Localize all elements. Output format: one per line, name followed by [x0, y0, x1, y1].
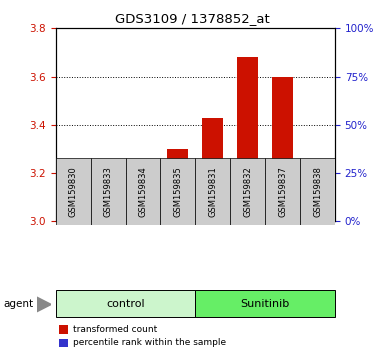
Bar: [98, 205, 119, 208]
Bar: [272, 76, 293, 221]
Bar: [126, 158, 161, 225]
Bar: [237, 57, 258, 221]
Text: GSM159837: GSM159837: [278, 166, 287, 217]
Bar: [272, 193, 293, 196]
Bar: [91, 158, 126, 225]
Bar: [203, 118, 223, 221]
Bar: [195, 290, 335, 317]
Bar: [161, 158, 195, 225]
Bar: [195, 158, 230, 225]
Bar: [203, 198, 223, 201]
Text: control: control: [106, 298, 145, 309]
Bar: [63, 206, 84, 209]
Bar: [132, 200, 154, 203]
Bar: [98, 161, 119, 221]
Text: GSM159831: GSM159831: [208, 166, 218, 217]
Text: percentile rank within the sample: percentile rank within the sample: [72, 338, 226, 348]
Bar: [56, 290, 195, 317]
Text: GSM159835: GSM159835: [173, 166, 182, 217]
Bar: [237, 178, 258, 182]
Bar: [63, 204, 84, 221]
Bar: [59, 339, 69, 347]
Text: agent: agent: [4, 298, 34, 309]
Text: GSM159834: GSM159834: [139, 166, 147, 217]
Text: GDS3109 / 1378852_at: GDS3109 / 1378852_at: [115, 12, 270, 25]
Text: GSM159830: GSM159830: [69, 166, 78, 217]
Bar: [132, 161, 154, 221]
Bar: [265, 158, 300, 225]
Polygon shape: [37, 297, 51, 312]
Bar: [56, 158, 91, 225]
Bar: [167, 205, 188, 208]
Bar: [230, 158, 265, 225]
Text: GSM159832: GSM159832: [243, 166, 252, 217]
Bar: [307, 204, 328, 221]
Bar: [167, 149, 188, 221]
Bar: [307, 206, 328, 209]
Text: GSM159833: GSM159833: [104, 166, 113, 217]
Bar: [59, 325, 69, 334]
Text: Sunitinib: Sunitinib: [241, 298, 290, 309]
Bar: [300, 158, 335, 225]
Text: transformed count: transformed count: [72, 325, 157, 334]
Text: GSM159838: GSM159838: [313, 166, 322, 217]
